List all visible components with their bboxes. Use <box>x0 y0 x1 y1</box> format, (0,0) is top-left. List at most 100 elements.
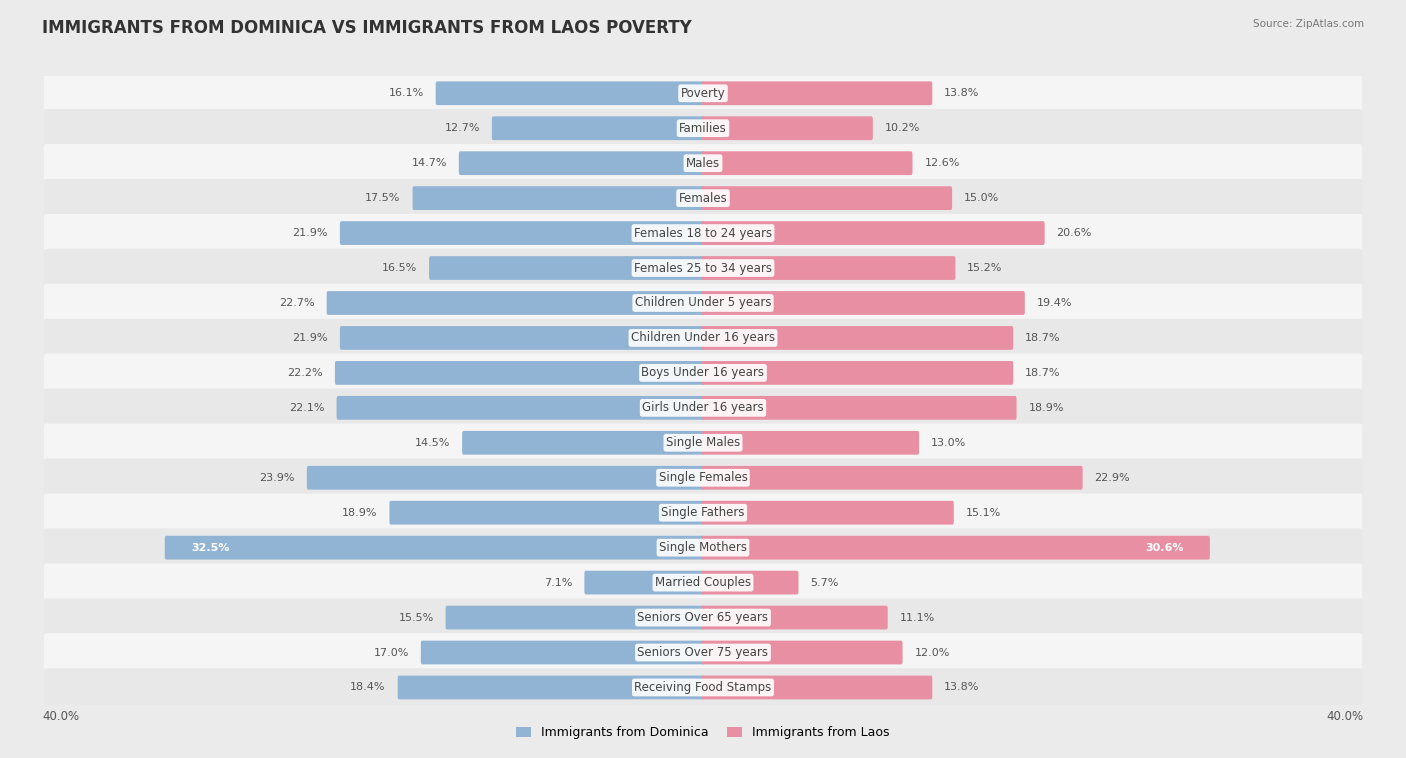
Text: Girls Under 16 years: Girls Under 16 years <box>643 401 763 415</box>
Text: Seniors Over 75 years: Seniors Over 75 years <box>637 646 769 659</box>
FancyBboxPatch shape <box>492 116 704 140</box>
Text: 18.7%: 18.7% <box>1025 368 1060 378</box>
Text: 19.4%: 19.4% <box>1036 298 1073 308</box>
FancyBboxPatch shape <box>44 424 1362 462</box>
Text: 16.1%: 16.1% <box>388 88 423 99</box>
Text: 15.0%: 15.0% <box>965 193 1000 203</box>
FancyBboxPatch shape <box>446 606 704 629</box>
Text: 13.8%: 13.8% <box>945 88 980 99</box>
FancyBboxPatch shape <box>44 459 1362 497</box>
FancyBboxPatch shape <box>307 466 704 490</box>
Text: 17.5%: 17.5% <box>366 193 401 203</box>
FancyBboxPatch shape <box>44 389 1362 427</box>
Text: Single Males: Single Males <box>666 437 740 449</box>
FancyBboxPatch shape <box>44 214 1362 252</box>
Text: 15.1%: 15.1% <box>966 508 1001 518</box>
Text: Poverty: Poverty <box>681 86 725 100</box>
Text: 13.8%: 13.8% <box>945 682 980 693</box>
Text: 14.7%: 14.7% <box>412 158 447 168</box>
Text: Married Couples: Married Couples <box>655 576 751 589</box>
Text: 32.5%: 32.5% <box>191 543 229 553</box>
Text: 18.9%: 18.9% <box>1028 402 1064 413</box>
Text: 22.9%: 22.9% <box>1094 473 1130 483</box>
Text: 22.2%: 22.2% <box>287 368 323 378</box>
Text: Females 18 to 24 years: Females 18 to 24 years <box>634 227 772 240</box>
Text: 18.4%: 18.4% <box>350 682 385 693</box>
Text: 21.9%: 21.9% <box>292 228 328 238</box>
FancyBboxPatch shape <box>44 563 1362 602</box>
Text: 21.9%: 21.9% <box>292 333 328 343</box>
Text: 5.7%: 5.7% <box>810 578 839 587</box>
Text: 14.5%: 14.5% <box>415 438 450 448</box>
FancyBboxPatch shape <box>44 633 1362 672</box>
FancyBboxPatch shape <box>44 354 1362 392</box>
FancyBboxPatch shape <box>340 326 704 350</box>
FancyBboxPatch shape <box>702 396 1017 420</box>
FancyBboxPatch shape <box>389 501 704 525</box>
FancyBboxPatch shape <box>702 361 1014 385</box>
FancyBboxPatch shape <box>44 598 1362 637</box>
FancyBboxPatch shape <box>44 249 1362 287</box>
FancyBboxPatch shape <box>702 152 912 175</box>
FancyBboxPatch shape <box>326 291 704 315</box>
Text: Males: Males <box>686 157 720 170</box>
FancyBboxPatch shape <box>702 326 1014 350</box>
Text: Boys Under 16 years: Boys Under 16 years <box>641 366 765 380</box>
FancyBboxPatch shape <box>702 256 956 280</box>
FancyBboxPatch shape <box>44 109 1362 148</box>
Text: Single Females: Single Females <box>658 471 748 484</box>
FancyBboxPatch shape <box>702 431 920 455</box>
Text: 16.5%: 16.5% <box>382 263 418 273</box>
Text: Single Fathers: Single Fathers <box>661 506 745 519</box>
FancyBboxPatch shape <box>702 81 932 105</box>
FancyBboxPatch shape <box>702 186 952 210</box>
FancyBboxPatch shape <box>44 283 1362 322</box>
FancyBboxPatch shape <box>44 144 1362 183</box>
Text: 20.6%: 20.6% <box>1056 228 1092 238</box>
Text: 40.0%: 40.0% <box>42 709 79 723</box>
FancyBboxPatch shape <box>436 81 704 105</box>
FancyBboxPatch shape <box>335 361 704 385</box>
Text: 12.6%: 12.6% <box>924 158 960 168</box>
Text: Females: Females <box>679 192 727 205</box>
FancyBboxPatch shape <box>702 221 1045 245</box>
Text: 40.0%: 40.0% <box>1327 709 1364 723</box>
Text: 11.1%: 11.1% <box>900 612 935 622</box>
FancyBboxPatch shape <box>585 571 704 594</box>
Text: Seniors Over 65 years: Seniors Over 65 years <box>637 611 769 624</box>
Text: 12.7%: 12.7% <box>444 124 479 133</box>
FancyBboxPatch shape <box>702 641 903 665</box>
FancyBboxPatch shape <box>44 528 1362 567</box>
Text: 7.1%: 7.1% <box>544 578 572 587</box>
FancyBboxPatch shape <box>44 318 1362 357</box>
FancyBboxPatch shape <box>398 675 704 700</box>
FancyBboxPatch shape <box>44 179 1362 218</box>
Text: 30.6%: 30.6% <box>1146 543 1184 553</box>
FancyBboxPatch shape <box>44 669 1362 706</box>
Text: 10.2%: 10.2% <box>884 124 920 133</box>
FancyBboxPatch shape <box>44 74 1362 112</box>
Text: 23.9%: 23.9% <box>260 473 295 483</box>
Text: 22.1%: 22.1% <box>290 402 325 413</box>
FancyBboxPatch shape <box>336 396 704 420</box>
Text: 22.7%: 22.7% <box>280 298 315 308</box>
Legend: Immigrants from Dominica, Immigrants from Laos: Immigrants from Dominica, Immigrants fro… <box>510 721 896 744</box>
Text: Children Under 16 years: Children Under 16 years <box>631 331 775 344</box>
Text: 17.0%: 17.0% <box>374 647 409 657</box>
Text: 15.5%: 15.5% <box>398 612 433 622</box>
FancyBboxPatch shape <box>165 536 704 559</box>
FancyBboxPatch shape <box>702 291 1025 315</box>
FancyBboxPatch shape <box>463 431 704 455</box>
FancyBboxPatch shape <box>702 606 887 629</box>
FancyBboxPatch shape <box>702 466 1083 490</box>
Text: 18.9%: 18.9% <box>342 508 378 518</box>
Text: 12.0%: 12.0% <box>914 647 950 657</box>
FancyBboxPatch shape <box>429 256 704 280</box>
Text: 18.7%: 18.7% <box>1025 333 1060 343</box>
FancyBboxPatch shape <box>702 116 873 140</box>
FancyBboxPatch shape <box>44 493 1362 532</box>
FancyBboxPatch shape <box>702 675 932 700</box>
Text: Receiving Food Stamps: Receiving Food Stamps <box>634 681 772 694</box>
Text: Source: ZipAtlas.com: Source: ZipAtlas.com <box>1253 19 1364 29</box>
Text: IMMIGRANTS FROM DOMINICA VS IMMIGRANTS FROM LAOS POVERTY: IMMIGRANTS FROM DOMINICA VS IMMIGRANTS F… <box>42 19 692 37</box>
